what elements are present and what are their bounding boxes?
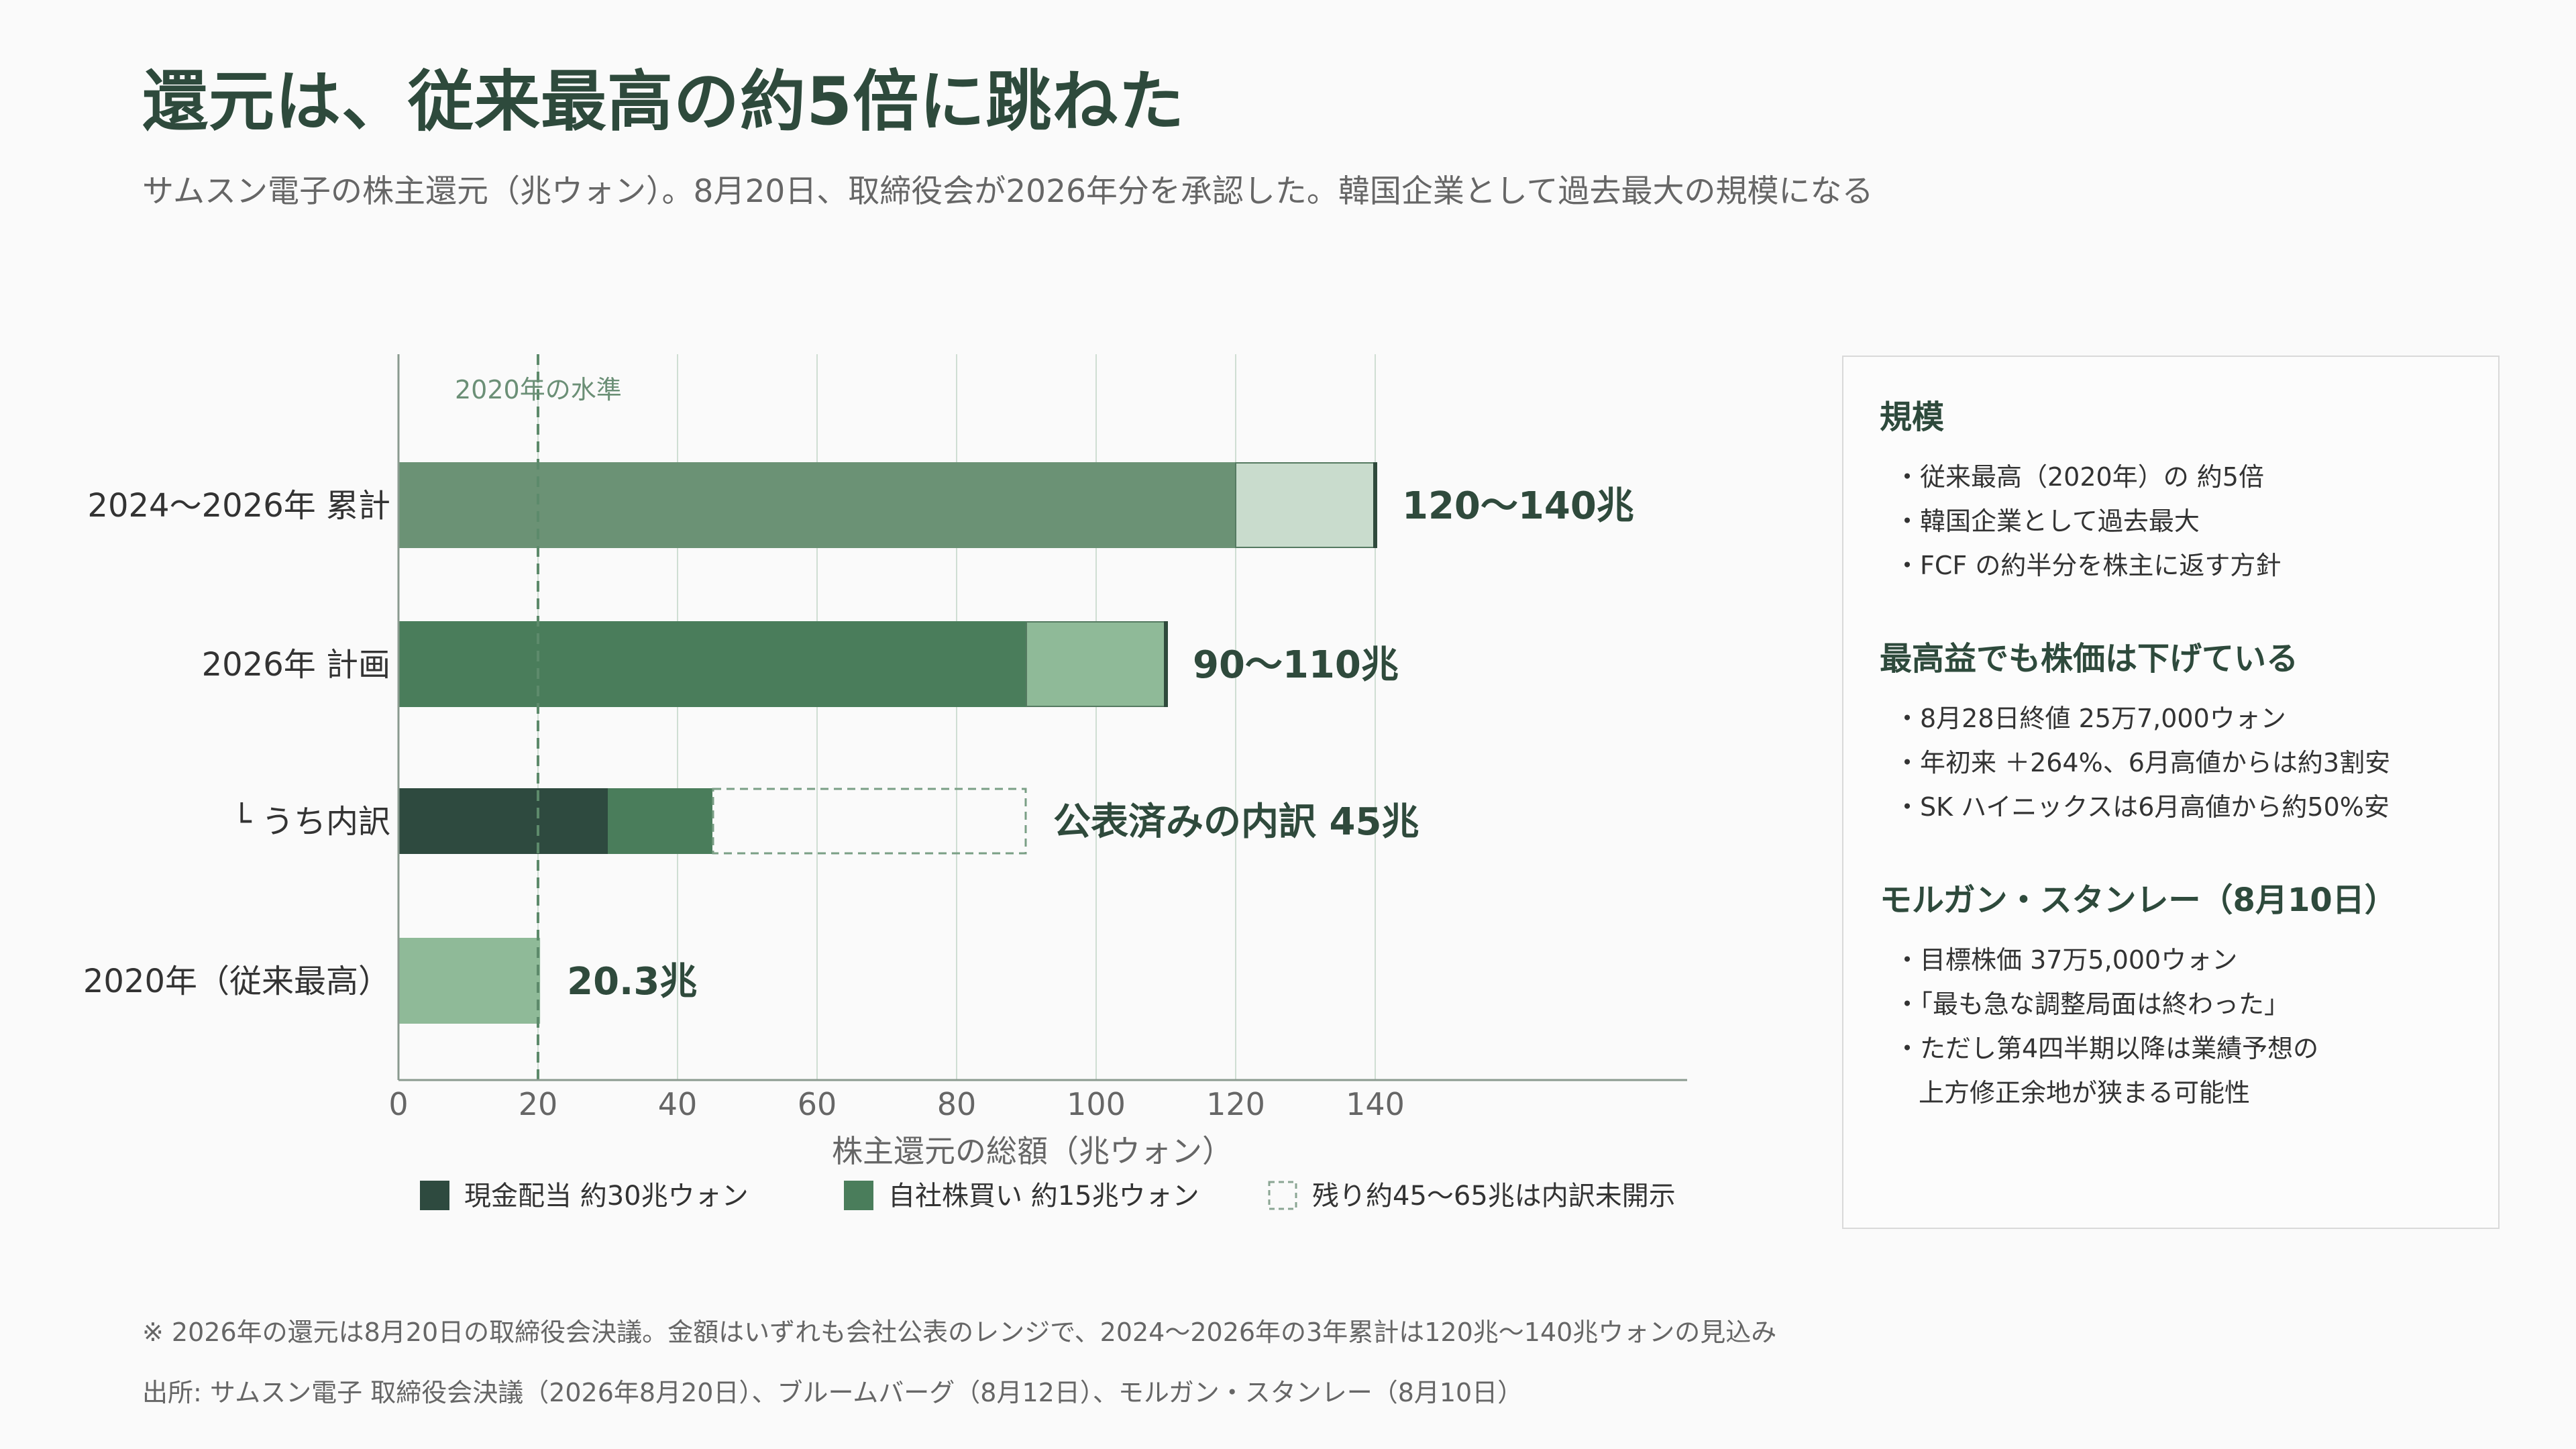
source-note: 出所: サムスン電子 取締役会決議（2026年8月20日）、ブルームバーグ（8月… bbox=[142, 1378, 1523, 1407]
legend-label: 現金配当 約30兆ウォン bbox=[464, 1181, 749, 1212]
x-tick-label: 100 bbox=[1067, 1086, 1126, 1122]
bar-value-label: 120〜140兆 bbox=[1402, 484, 1634, 528]
panel-item: ・「最も急な調整局面は終わった」 bbox=[1894, 989, 2290, 1019]
panel-item: ・ただし第4四半期以降は業績予想の 上方修正余地が狭まる可能性 bbox=[1894, 1034, 2319, 1108]
bar-segment bbox=[398, 788, 608, 854]
x-tick-label: 120 bbox=[1206, 1086, 1265, 1122]
panel-item: ・8月28日終値 25万7,000ウォン bbox=[1894, 704, 2286, 733]
bar-segment-undisclosed bbox=[712, 788, 1027, 855]
category-label: └ うち内訳 bbox=[232, 802, 390, 841]
x-tick-label: 20 bbox=[519, 1086, 558, 1122]
bar-value-label: 90〜110兆 bbox=[1193, 643, 1399, 687]
panel-item: ・SK ハイニックスは6月高値から約50%安 bbox=[1894, 792, 2390, 822]
category-label: 2020年（従来最高） bbox=[83, 963, 390, 1000]
x-tick-label: 80 bbox=[937, 1086, 977, 1122]
page-title: 還元は、従来最高の約5倍に跳ねた bbox=[142, 64, 1185, 140]
bar-value-label: 20.3兆 bbox=[567, 960, 697, 1004]
x-tick-label: 60 bbox=[798, 1086, 837, 1122]
bar-segment bbox=[398, 621, 1026, 707]
bar-segment bbox=[608, 788, 712, 854]
panel-item: ・従来最高（2020年）の 約5倍 bbox=[1894, 462, 2264, 492]
page-subtitle: サムスン電子の株主還元（兆ウォン）。8月20日、取締役会が2026年分を承認した… bbox=[142, 173, 1874, 210]
panel-heading: 規模 bbox=[1880, 398, 1945, 436]
x-tick-label: 40 bbox=[658, 1086, 698, 1122]
bar-segment bbox=[1026, 621, 1166, 707]
category-label: 2026年 計画 bbox=[202, 646, 390, 684]
bar-segment bbox=[398, 462, 1236, 548]
legend-label: 自社株買い 約15兆ウォン bbox=[888, 1181, 1199, 1212]
reference-line-label: 2020年の水準 bbox=[455, 375, 622, 405]
shareholder-return-chart: 120〜140兆 2024〜2026年 累計 90〜110兆 2026年 計画公表済み… bbox=[83, 354, 1687, 1212]
legend-swatch bbox=[420, 1181, 449, 1210]
category-label: 2024〜2026年 累計 bbox=[87, 487, 390, 525]
x-tick-label: 140 bbox=[1346, 1086, 1405, 1122]
panel-section-morgan-stanley: モルガン・スタンレー（8月10日） ・目標株価 37万5,000ウォン ・「最も… bbox=[1880, 873, 2462, 1115]
bar-segment bbox=[1236, 462, 1375, 548]
panel-item: ・FCF の約半分を株主に返す方針 bbox=[1894, 551, 2282, 580]
x-tick-label: 0 bbox=[388, 1086, 408, 1122]
legend-label: 残り約45〜65兆は内訳未開示 bbox=[1312, 1181, 1676, 1212]
footnote: ※ 2026年の還元は8月20日の取締役会決議。金額はいずれも会社公表のレンジで… bbox=[142, 1318, 1777, 1347]
x-axis-title: 株主還元の総額（兆ウォン） bbox=[832, 1133, 1233, 1169]
legend-swatch bbox=[844, 1181, 873, 1210]
panel-section-scale: 規模 ・従来最高（2020年）の 約5倍 ・韓国企業として過去最大 ・FCF の… bbox=[1880, 390, 2462, 588]
panel-heading: モルガン・スタンレー（8月10日） bbox=[1880, 881, 2397, 919]
panel-item: ・年初来 ＋264%、6月高値からは約3割安 bbox=[1894, 748, 2391, 777]
panel-item: ・韓国企業として過去最大 bbox=[1894, 506, 2200, 536]
legend-swatch-undisclosed bbox=[1268, 1181, 1297, 1210]
side-panel: 規模 ・従来最高（2020年）の 約5倍 ・韓国企業として過去最大 ・FCF の… bbox=[1842, 356, 2500, 1229]
panel-heading: 最高益でも株価は下げている bbox=[1880, 640, 2299, 678]
bar-value-label: 公表済みの内訳 45兆 bbox=[1053, 800, 1419, 844]
bar-segment bbox=[398, 938, 541, 1024]
panel-section-stock: 最高益でも株価は下げている ・8月28日終値 25万7,000ウォン ・年初来 … bbox=[1880, 632, 2462, 829]
panel-item: ・目標株価 37万5,000ウォン bbox=[1894, 945, 2238, 975]
